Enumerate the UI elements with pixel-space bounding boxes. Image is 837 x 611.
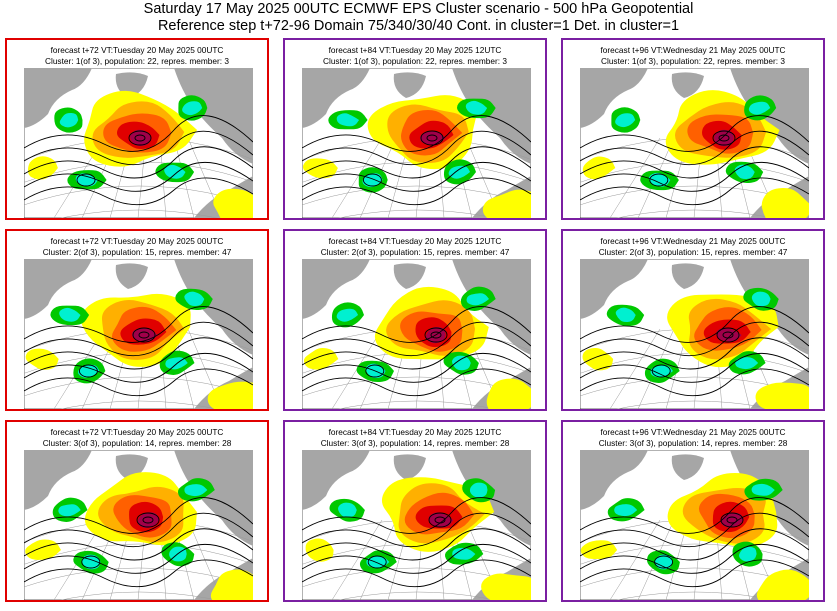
geopotential-map: [302, 259, 531, 409]
page-title: Saturday 17 May 2025 00UTC ECMWF EPS Clu…: [143, 1, 694, 17]
panel-caption-cluster: Cluster: 2(of 3), population: 15, repres…: [320, 247, 510, 257]
anomaly-shading: [582, 287, 809, 409]
panel-caption-cluster: Cluster: 2(of 3), population: 15, repres…: [598, 247, 788, 257]
map-panel-cluster3-t96[interactable]: forecast t+96 VT:Wednesday 21 May 2025 0…: [561, 420, 825, 602]
anomaly-shading: [582, 90, 809, 218]
panel-caption-cluster: Cluster: 2(of 3), population: 15, repres…: [42, 247, 232, 257]
geopotential-contours: [24, 115, 253, 206]
panel-caption-cluster: Cluster: 1(of 3), population: 22, repres…: [44, 56, 229, 66]
geopotential-map: [24, 259, 253, 409]
geopotential-map: [302, 68, 531, 218]
panel-caption-cluster: Cluster: 1(of 3), population: 22, repres…: [322, 56, 507, 66]
panel-caption-cluster: Cluster: 3(of 3), population: 14, repres…: [320, 438, 510, 448]
geopotential-contours: [24, 497, 253, 588]
panel-caption-cluster: Cluster: 1(of 3), population: 22, repres…: [600, 56, 785, 66]
panel-caption-forecast: forecast t+96 VT:Wednesday 21 May 2025 0…: [600, 236, 786, 246]
page-subtitle: Reference step t+72-96 Domain 75/340/30/…: [157, 18, 680, 34]
geopotential-map: [24, 450, 253, 600]
anomaly-shading: [27, 90, 253, 218]
geopotential-map: [302, 450, 531, 600]
geopotential-contours: [580, 306, 809, 397]
map-panel-cluster3-t72[interactable]: forecast t+72 VT:Tuesday 20 May 2025 00U…: [5, 420, 269, 602]
panel-caption-forecast: forecast t+72 VT:Tuesday 20 May 2025 00U…: [50, 45, 224, 55]
geopotential-contours: [580, 497, 809, 588]
panel-caption-forecast: forecast t+96 VT:Wednesday 21 May 2025 0…: [600, 45, 786, 55]
geopotential-contours: [580, 115, 809, 206]
geopotential-contours: [302, 497, 531, 588]
map-panel-cluster2-t96[interactable]: forecast t+96 VT:Wednesday 21 May 2025 0…: [561, 229, 825, 411]
geopotential-map: [24, 68, 253, 218]
panel-caption-forecast: forecast t+84 VT:Tuesday 20 May 2025 12U…: [328, 427, 502, 437]
map-panel-cluster1-t72[interactable]: forecast t+72 VT:Tuesday 20 May 2025 00U…: [5, 38, 269, 220]
map-panel-cluster1-t96[interactable]: forecast t+96 VT:Wednesday 21 May 2025 0…: [561, 38, 825, 220]
geopotential-contours: [302, 306, 531, 397]
map-panel-cluster2-t72[interactable]: forecast t+72 VT:Tuesday 20 May 2025 00U…: [5, 229, 269, 411]
geopotential-map: [580, 450, 809, 600]
panel-caption-forecast: forecast t+72 VT:Tuesday 20 May 2025 00U…: [50, 236, 224, 246]
geopotential-map: [580, 259, 809, 409]
geopotential-contours: [24, 306, 253, 397]
panel-caption-forecast: forecast t+84 VT:Tuesday 20 May 2025 12U…: [328, 45, 502, 55]
map-panel-cluster1-t84[interactable]: forecast t+84 VT:Tuesday 20 May 2025 12U…: [283, 38, 547, 220]
map-panel-cluster2-t84[interactable]: forecast t+84 VT:Tuesday 20 May 2025 12U…: [283, 229, 547, 411]
panel-caption-forecast: forecast t+72 VT:Tuesday 20 May 2025 00U…: [50, 427, 224, 437]
panel-caption-forecast: forecast t+84 VT:Tuesday 20 May 2025 12U…: [328, 236, 502, 246]
panel-caption-cluster: Cluster: 3(of 3), population: 14, repres…: [42, 438, 232, 448]
map-panel-cluster3-t84[interactable]: forecast t+84 VT:Tuesday 20 May 2025 12U…: [283, 420, 547, 602]
geopotential-contours: [302, 115, 531, 206]
geopotential-map: [580, 68, 809, 218]
panel-caption-forecast: forecast t+96 VT:Wednesday 21 May 2025 0…: [600, 427, 786, 437]
panel-caption-cluster: Cluster: 3(of 3), population: 14, repres…: [598, 438, 788, 448]
anomaly-shading: [25, 472, 253, 600]
